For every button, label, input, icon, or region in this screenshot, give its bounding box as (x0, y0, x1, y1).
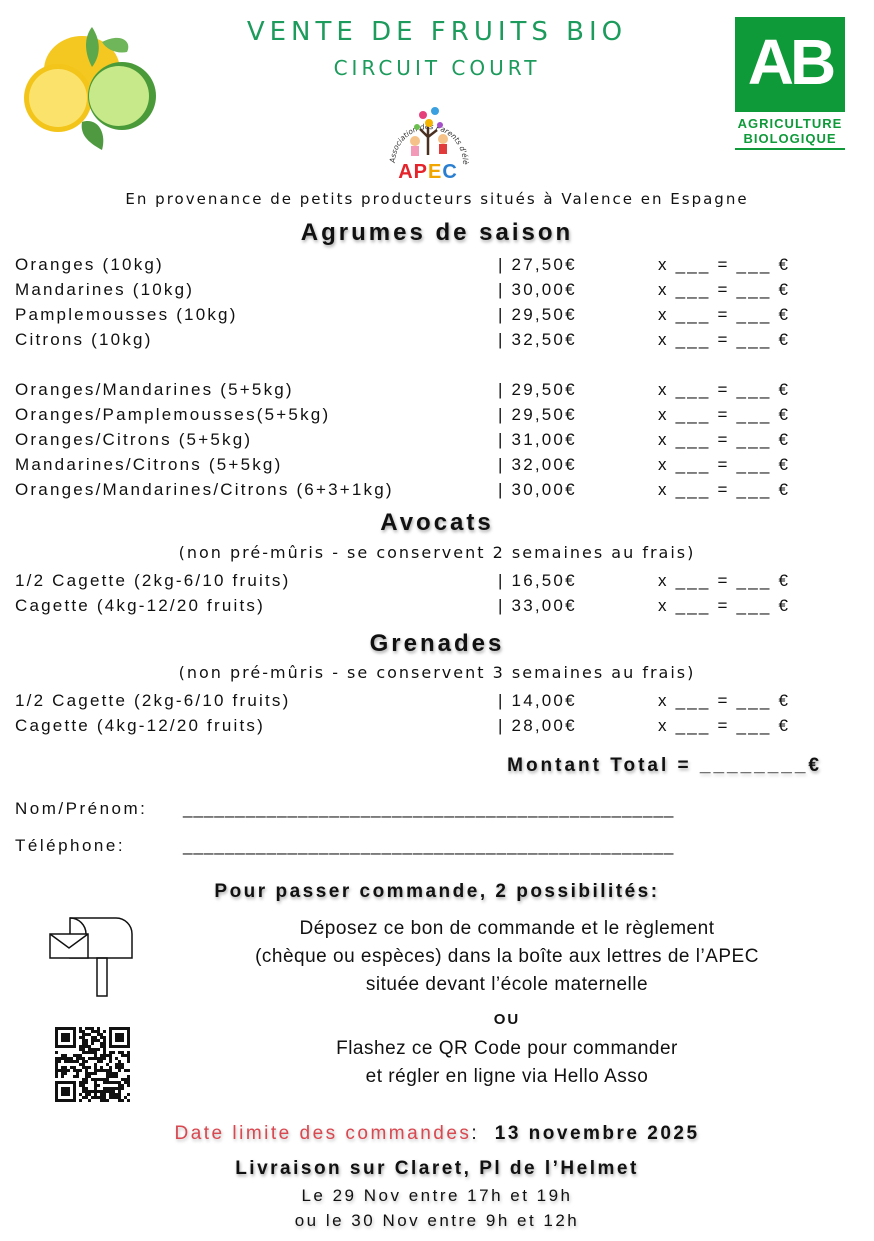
product-name: Cagette (4kg-12/20 fruits) (15, 596, 265, 615)
product-price: | 31,00€ (498, 430, 577, 449)
product-name: Oranges/Citrons (5+5kg) (15, 430, 253, 449)
product-price: | 29,50€ (498, 305, 577, 324)
product-row: 1/2 Cagette (2kg-6/10 fruits) | 14,00€ x _… (15, 689, 835, 713)
product-name: Mandarines/Citrons (5+5kg) (15, 455, 283, 474)
option1-text: Déposez ce bon de commande et le règleme… (140, 915, 874, 999)
product-name: Oranges (10kg) (15, 255, 164, 274)
product-name: Oranges/Mandarines (5+5kg) (15, 380, 294, 399)
option2-line: Flashez ce QR Code pour commander (336, 1038, 678, 1059)
quantity-field[interactable]: x ___ = ___ € (658, 255, 791, 274)
delivery-slot-2: ou le 30 Nov entre 9h et 12h (294, 1211, 580, 1230)
deadline-sep: : (471, 1123, 480, 1144)
quantity-field[interactable]: x ___ = ___ € (658, 430, 791, 449)
product-price: | 33,00€ (498, 596, 577, 615)
product-price: | 32,00€ (498, 455, 577, 474)
product-price: | 29,50€ (498, 380, 577, 399)
product-price: | 28,00€ (498, 716, 577, 735)
product-name: 1/2 Cagette (2kg-6/10 fruits) (15, 571, 291, 590)
product-price: | 27,50€ (498, 255, 577, 274)
quantity-field[interactable]: x ___ = ___ € (658, 480, 791, 499)
section-title-agrumes: Agrumes de saison (300, 219, 574, 246)
product-price: | 30,00€ (498, 280, 577, 299)
quantity-field[interactable]: x ___ = ___ € (658, 716, 791, 735)
quantity-field[interactable]: x ___ = ___ € (658, 691, 791, 710)
product-row: Oranges/Mandarines/Citrons (6+3+1kg) | 30… (15, 478, 835, 502)
section-note-grenades: (non pré-mûris - se conservent 3 semaine… (178, 663, 696, 682)
name-field[interactable]: ________________________________________… (183, 799, 675, 818)
ab-line2: BIOLOGIQUE (743, 131, 837, 146)
page-title: VENTE DE FRUITS BIO (246, 17, 628, 47)
quantity-field[interactable]: x ___ = ___ € (658, 405, 791, 424)
section-title-avocats: Avocats (380, 509, 494, 536)
ab-line1: AGRICULTURE (737, 116, 843, 131)
product-name: Citrons (10kg) (15, 330, 153, 349)
product-price: | 16,50€ (498, 571, 577, 590)
quantity-field[interactable]: x ___ = ___ € (658, 330, 791, 349)
product-price: | 30,00€ (498, 480, 577, 499)
product-row: Pamplemousses (10kg) | 29,50€ x ___ = ___ … (15, 303, 835, 327)
or-separator: OU (493, 1011, 521, 1028)
product-name: Pamplemousses (10kg) (15, 305, 238, 324)
product-price: | 29,50€ (498, 405, 577, 424)
phone-field[interactable]: ________________________________________… (183, 836, 675, 855)
deadline: Date limite des commandes: 13 novembre 2… (0, 1121, 874, 1147)
deadline-date: 13 novembre 2025 (494, 1123, 700, 1144)
product-name: Mandarines (10kg) (15, 280, 195, 299)
quantity-field[interactable]: x ___ = ___ € (658, 280, 791, 299)
quantity-field[interactable]: x ___ = ___ € (658, 305, 791, 324)
product-row: Cagette (4kg-12/20 fruits) | 33,00€ x ___ … (15, 594, 835, 618)
product-row: Oranges/Pamplemousses(5+5kg) | 29,50€ x __… (15, 403, 835, 427)
option1-line: Déposez ce bon de commande et le règleme… (299, 918, 715, 939)
product-row: Oranges (10kg) | 27,50€ x ___ = ___ € (15, 253, 835, 277)
delivery-slot-1: Le 29 Nov entre 17h et 19h (301, 1186, 573, 1205)
name-label: Nom/Prénom: (15, 799, 148, 818)
option1-line: située devant l’école maternelle (365, 974, 649, 995)
quantity-field[interactable]: x ___ = ___ € (658, 596, 791, 615)
product-row: Oranges/Mandarines (5+5kg) | 29,50€ x ___ … (15, 378, 835, 402)
quantity-field[interactable]: x ___ = ___ € (658, 571, 791, 590)
page-subtitle: CIRCUIT COURT (333, 56, 541, 80)
product-name: Oranges/Pamplemousses(5+5kg) (15, 405, 331, 424)
phone-label: Téléphone: (15, 836, 126, 855)
citrus-illustration (24, 27, 156, 150)
apec-logo: Association des Parents d'élèves de Clar… (382, 78, 471, 185)
quantity-field[interactable]: x ___ = ___ € (658, 455, 791, 474)
product-name: Cagette (4kg-12/20 fruits) (15, 716, 265, 735)
product-row: 1/2 Cagette (2kg-6/10 fruits) | 16,50€ x _… (15, 569, 835, 593)
product-row: Cagette (4kg-12/20 fruits) | 28,00€ x ___ … (15, 714, 835, 738)
option1-line: (chèque ou espèces) dans la boîte aux le… (255, 946, 759, 967)
ab-letters: AB (735, 17, 845, 112)
mailbox-icon (49, 917, 133, 997)
product-price: | 32,50€ (498, 330, 577, 349)
option2-text: Flashez ce QR Code pour commander et rég… (140, 1035, 874, 1091)
apec-letters: APEC (398, 161, 458, 183)
product-price: | 14,00€ (498, 691, 577, 710)
delivery-title: Livraison sur Claret, Pl de l’Helmet (235, 1158, 639, 1179)
total-amount[interactable]: Montant Total = ________€ (507, 755, 822, 776)
product-row: Mandarines (10kg) | 30,00€ x ___ = ___ € (15, 278, 835, 302)
product-name: 1/2 Cagette (2kg-6/10 fruits) (15, 691, 291, 710)
qr-code-icon[interactable] (55, 1027, 130, 1102)
product-row: Oranges/Citrons (5+5kg) | 31,00€ x ___ = _… (15, 428, 835, 452)
deadline-label: Date limite des commandes (174, 1123, 472, 1144)
section-title-grenades: Grenades (369, 630, 505, 657)
ordering-heading: Pour passer commande, 2 possibilités: (214, 881, 660, 902)
origin-text: En provenance de petits producteurs situ… (125, 190, 749, 208)
product-row: Citrons (10kg) | 32,50€ x ___ = ___ € (15, 328, 835, 352)
ab-organic-logo: AB AGRICULTURE BIOLOGIQUE (735, 17, 845, 150)
quantity-field[interactable]: x ___ = ___ € (658, 380, 791, 399)
option2-line: et régler en ligne via Hello Asso (365, 1066, 649, 1087)
product-row: Mandarines/Citrons (5+5kg) | 32,00€ x ___ … (15, 453, 835, 477)
product-name: Oranges/Mandarines/Citrons (6+3+1kg) (15, 480, 394, 499)
section-note-avocats: (non pré-mûris - se conservent 2 semaine… (178, 543, 696, 562)
